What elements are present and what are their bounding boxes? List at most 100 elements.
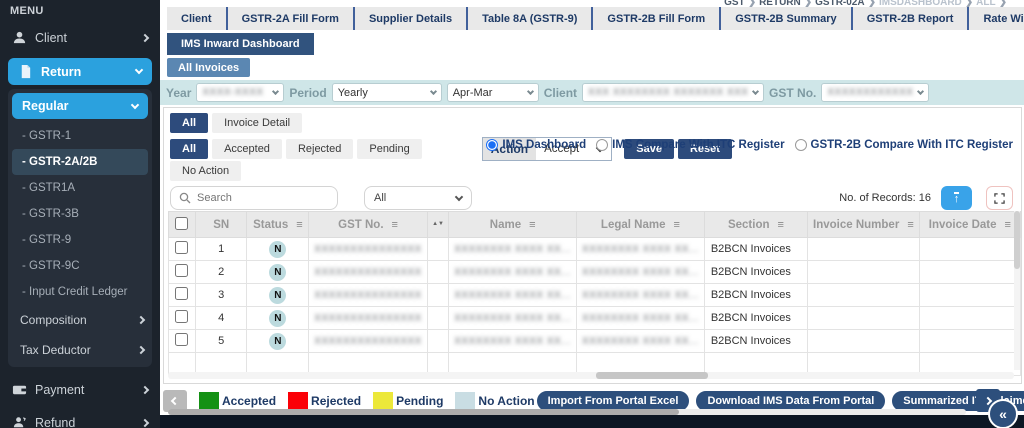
tab-rate-wise-dashboard[interactable]: Rate Wise Dashboard	[967, 7, 1024, 30]
tab-ims-inward-dashboard[interactable]: IMS Inward Dashboard	[167, 33, 314, 55]
sidebar-item-label: Composition	[20, 313, 87, 327]
year-select[interactable]: XXXX-XXXX	[196, 83, 285, 102]
radio-label: IMS Compare With ITC Register	[612, 139, 785, 151]
collapse-panel-button[interactable]: «	[988, 399, 1018, 428]
header-invoice-number[interactable]: Invoice Number ≡	[807, 211, 920, 238]
records-count: No. of Records: 16	[839, 192, 931, 204]
bottom-horizontal-scrollbar[interactable]	[168, 409, 966, 415]
radio-ims-dashboard[interactable]: IMS Dashboard	[486, 139, 586, 151]
radio-gstr2b-compare-itc[interactable]: GSTR-2B Compare With ITC Register	[794, 139, 1013, 151]
sidebar-item-input-credit-ledger[interactable]: - Input Credit Ledger	[22, 286, 128, 298]
header-sn[interactable]: SN	[194, 211, 248, 238]
sidebar-item-gstr-9[interactable]: - GSTR-9	[22, 234, 72, 246]
view-all-button[interactable]: All	[170, 113, 209, 133]
tab-gstr-2b-report[interactable]: GSTR-2B Report	[850, 7, 968, 30]
sidebar-item-gstr-3b[interactable]: - GSTR-3B	[22, 208, 79, 220]
scrollbar-thumb[interactable]	[168, 409, 679, 415]
sidebar-item-gstr1a[interactable]: - GSTR1A	[22, 182, 76, 194]
month-range-value: Apr-Mar	[452, 86, 493, 99]
sort-icon[interactable]: ▲▼	[432, 221, 444, 227]
fullscreen-button[interactable]	[986, 186, 1013, 210]
header-legal-name[interactable]: Legal Name ≡	[576, 211, 705, 238]
column-menu-icon[interactable]: ≡	[777, 218, 784, 231]
header-status[interactable]: Status ≡	[246, 211, 310, 238]
status-no-action-button[interactable]: No Action	[170, 161, 242, 181]
row-checkbox[interactable]	[175, 241, 189, 254]
sidebar-item-return[interactable]: Return	[8, 58, 152, 85]
sidebar-item-tax-deductor[interactable]: Tax Deductor	[8, 335, 152, 365]
save-button[interactable]: Save	[624, 139, 674, 159]
sidebar-item-client[interactable]: Client	[0, 21, 160, 54]
row-checkbox[interactable]	[175, 287, 189, 300]
status-rejected-button[interactable]: Rejected	[285, 139, 354, 159]
column-menu-icon[interactable]: ≡	[907, 218, 914, 231]
tab-gstr-2a-fill-form[interactable]: GSTR-2A Fill Form	[225, 7, 353, 30]
header-gst-no[interactable]: GST No. ≡	[308, 211, 428, 238]
gst-no-select[interactable]: XXXXXXXXXXXXXX	[821, 83, 930, 102]
row-checkbox[interactable]	[175, 310, 189, 323]
column-menu-icon[interactable]: ≡	[296, 218, 303, 231]
period-select[interactable]: Yearly	[331, 83, 442, 102]
sidebar-item-composition[interactable]: Composition	[8, 305, 152, 335]
status-badge: N	[269, 309, 287, 327]
breadcrumb-return[interactable]: RETURN	[759, 0, 801, 8]
status-filter-row: All Accepted Rejected Pending Action Acc…	[170, 137, 732, 161]
scroll-top-button[interactable]: ↑	[941, 186, 972, 210]
no-action-row: No Action	[170, 161, 242, 181]
invoice-table: SN Status ≡ GST No. ≡ ▲▼ Name ≡ Legal Name ≡…	[168, 211, 1022, 376]
tab-table-8a[interactable]: Table 8A (GSTR-9)	[466, 7, 591, 30]
client-select[interactable]: XXX XXXXXXXX XXXXXXX XXXXXXX	[582, 83, 765, 102]
column-menu-icon[interactable]: ≡	[529, 218, 536, 231]
column-menu-icon[interactable]: ≡	[1004, 218, 1011, 231]
chevron-right-icon	[140, 33, 150, 42]
radio-ims-compare-itc[interactable]: IMS Compare With ITC Register	[596, 139, 785, 151]
header-sort[interactable]: ▲▼	[426, 211, 450, 238]
search-input[interactable]	[197, 192, 297, 204]
breadcrumb-gstr02a[interactable]: GSTR-02A	[815, 0, 865, 8]
sidebar-item-gstr-1[interactable]: - GSTR-1	[22, 130, 72, 142]
month-range-select[interactable]: Apr-Mar	[446, 83, 539, 102]
row-checkbox[interactable]	[175, 264, 189, 277]
sidebar-item-payment[interactable]: Payment	[0, 373, 160, 406]
breadcrumb-imsdashboard[interactable]: IMSDASHBOARD	[878, 0, 962, 8]
tab-gstr-2b-summary[interactable]: GSTR-2B Summary	[719, 7, 850, 30]
reset-button[interactable]: Reset	[677, 139, 732, 159]
chevron-right-icon	[136, 345, 146, 355]
sidebar-item-regular[interactable]: Regular	[12, 93, 148, 119]
gst-no-value: XXXXXXXXXXXXXX	[827, 87, 914, 98]
select-all-checkbox[interactable]	[175, 216, 189, 230]
chevron-down-icon	[526, 87, 534, 95]
tab-supplier-details[interactable]: Supplier Details	[352, 7, 466, 30]
row-checkbox[interactable]	[175, 333, 189, 346]
table-horizontal-scrollbar[interactable]	[168, 372, 1014, 379]
year-label: Year	[166, 85, 192, 100]
column-filter-select[interactable]: All	[364, 186, 472, 210]
all-invoices-button[interactable]: All Invoices	[167, 58, 251, 77]
fullscreen-icon	[994, 192, 1005, 204]
tab-gstr-2b-fill-form[interactable]: GSTR-2B Fill Form	[591, 7, 719, 30]
sidebar-item-refund[interactable]: Refund	[0, 406, 160, 428]
scrollbar-thumb[interactable]	[596, 372, 708, 379]
period-value: Yearly	[337, 86, 368, 99]
sidebar-item-gstr-2a2b[interactable]: - GSTR-2A/2B	[12, 149, 148, 175]
page-previous-button[interactable]	[163, 390, 187, 412]
column-menu-icon[interactable]: ≡	[673, 218, 680, 231]
status-all-button[interactable]: All	[170, 139, 209, 159]
breadcrumb-gst[interactable]: GST	[724, 0, 745, 8]
status-accepted-button[interactable]: Accepted	[212, 139, 282, 159]
tab-client[interactable]: Client	[181, 12, 212, 25]
sidebar-item-gstr-9c[interactable]: - GSTR-9C	[22, 260, 80, 272]
header-name[interactable]: Name ≡	[448, 211, 578, 238]
header-section[interactable]: Section ≡	[703, 211, 809, 238]
invoice-detail-button[interactable]: Invoice Detail	[212, 113, 303, 133]
table-vertical-scrollbar[interactable]	[1014, 211, 1020, 370]
cell-name: XXXXXXXX XXXX XX...	[448, 329, 578, 353]
status-pending-button[interactable]: Pending	[357, 139, 422, 159]
breadcrumb-all[interactable]: ALL	[976, 0, 996, 8]
header-invoice-date[interactable]: Invoice Date ≡	[918, 211, 1022, 238]
scrollbar-thumb[interactable]	[1014, 211, 1020, 269]
search-box[interactable]	[170, 186, 338, 210]
action-select[interactable]: Accept	[536, 138, 612, 160]
column-menu-icon[interactable]: ≡	[391, 218, 398, 231]
cell-status: N	[246, 329, 310, 353]
